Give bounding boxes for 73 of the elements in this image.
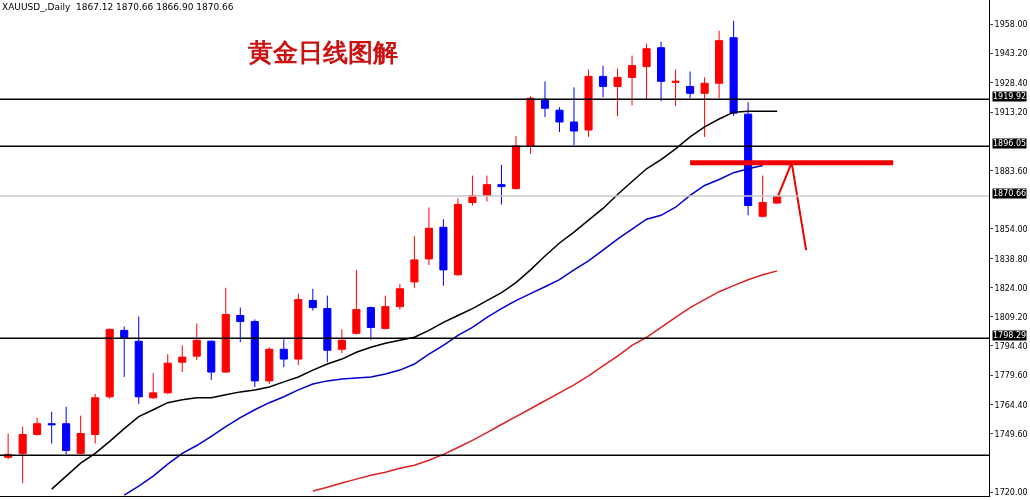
candlestick [628,55,637,106]
candlestick [598,65,608,98]
candlestick [352,269,361,335]
y-tick-label: 1809.20 [994,312,1028,322]
y-tick-label: 1958.00 [994,20,1028,30]
y-tick-label: 1794.40 [994,341,1028,351]
y-tick-label: 1720.00 [994,487,1028,497]
chart-subtitle: XAUUSD_,Daily 1867.12 1870.66 1866.90 1870.66 [2,2,234,12]
candlestick [657,41,666,102]
ref-line-label: 1919.92 [993,92,1027,101]
line-series [312,270,778,492]
candlestick [758,175,767,218]
candlestick [236,307,245,343]
candlestick [105,327,114,400]
candlestick [337,328,346,354]
candlestick [91,393,100,445]
candlestick [381,295,390,330]
ref-line-label: 1870.66 [993,189,1027,198]
y-tick-label: 1764.40 [994,400,1028,410]
candlestick [149,372,158,400]
candlestick [308,288,317,312]
y-tick-label: 1779.60 [994,370,1028,380]
candlestick [294,293,303,366]
candlestick [642,43,651,100]
candlestick [439,218,448,287]
y-tick-label: 1943.20 [994,49,1028,59]
candlestick [265,346,274,385]
candlestick [569,86,579,146]
candlestick [482,175,492,203]
candlestick [62,406,71,455]
line-series [123,164,764,496]
candlestick [686,71,695,99]
candlestick [366,306,375,341]
y-tick-label: 1824.00 [994,283,1028,293]
text: 黄金日线图解 [247,38,398,67]
candlestick [715,30,724,99]
candlestick [323,295,332,363]
candlestick [497,164,506,205]
candlestick [424,206,433,266]
candlestick [613,68,622,117]
y-tick-label: 1749.60 [994,429,1028,439]
ref-line-label: 1896.05 [993,139,1027,148]
candlestick [511,135,521,191]
candlestick [744,101,753,216]
candlestick [76,415,85,455]
candlestick [163,353,172,395]
ref-line-label: 1798.29 [993,331,1027,340]
candlestick [33,417,42,436]
y-tick-label: 1883.60 [994,166,1028,176]
candlestick [250,318,259,388]
candlestick [120,325,129,378]
candlestick [178,344,187,373]
candlestick [671,69,680,107]
y-tick-label: 1854.00 [994,224,1028,234]
y-tick-label: 1928.40 [994,78,1028,88]
y-tick-label: 1913.20 [994,108,1028,118]
candlestick [453,197,462,277]
candlestick [526,95,535,155]
candlestick [584,69,593,138]
y-tick-label: 1838.80 [994,254,1028,264]
candlestick [207,339,216,381]
candlestick [134,315,143,405]
candlestick [729,20,738,117]
candlestick [221,287,230,374]
candlestick [18,426,27,484]
candlestick [192,323,201,361]
candlestick [540,80,550,118]
candlestick [47,411,56,445]
candlestick [279,338,288,368]
candlestick [395,283,404,311]
candlestick [700,76,709,138]
candlestick [410,235,419,289]
candlestick [555,106,564,133]
